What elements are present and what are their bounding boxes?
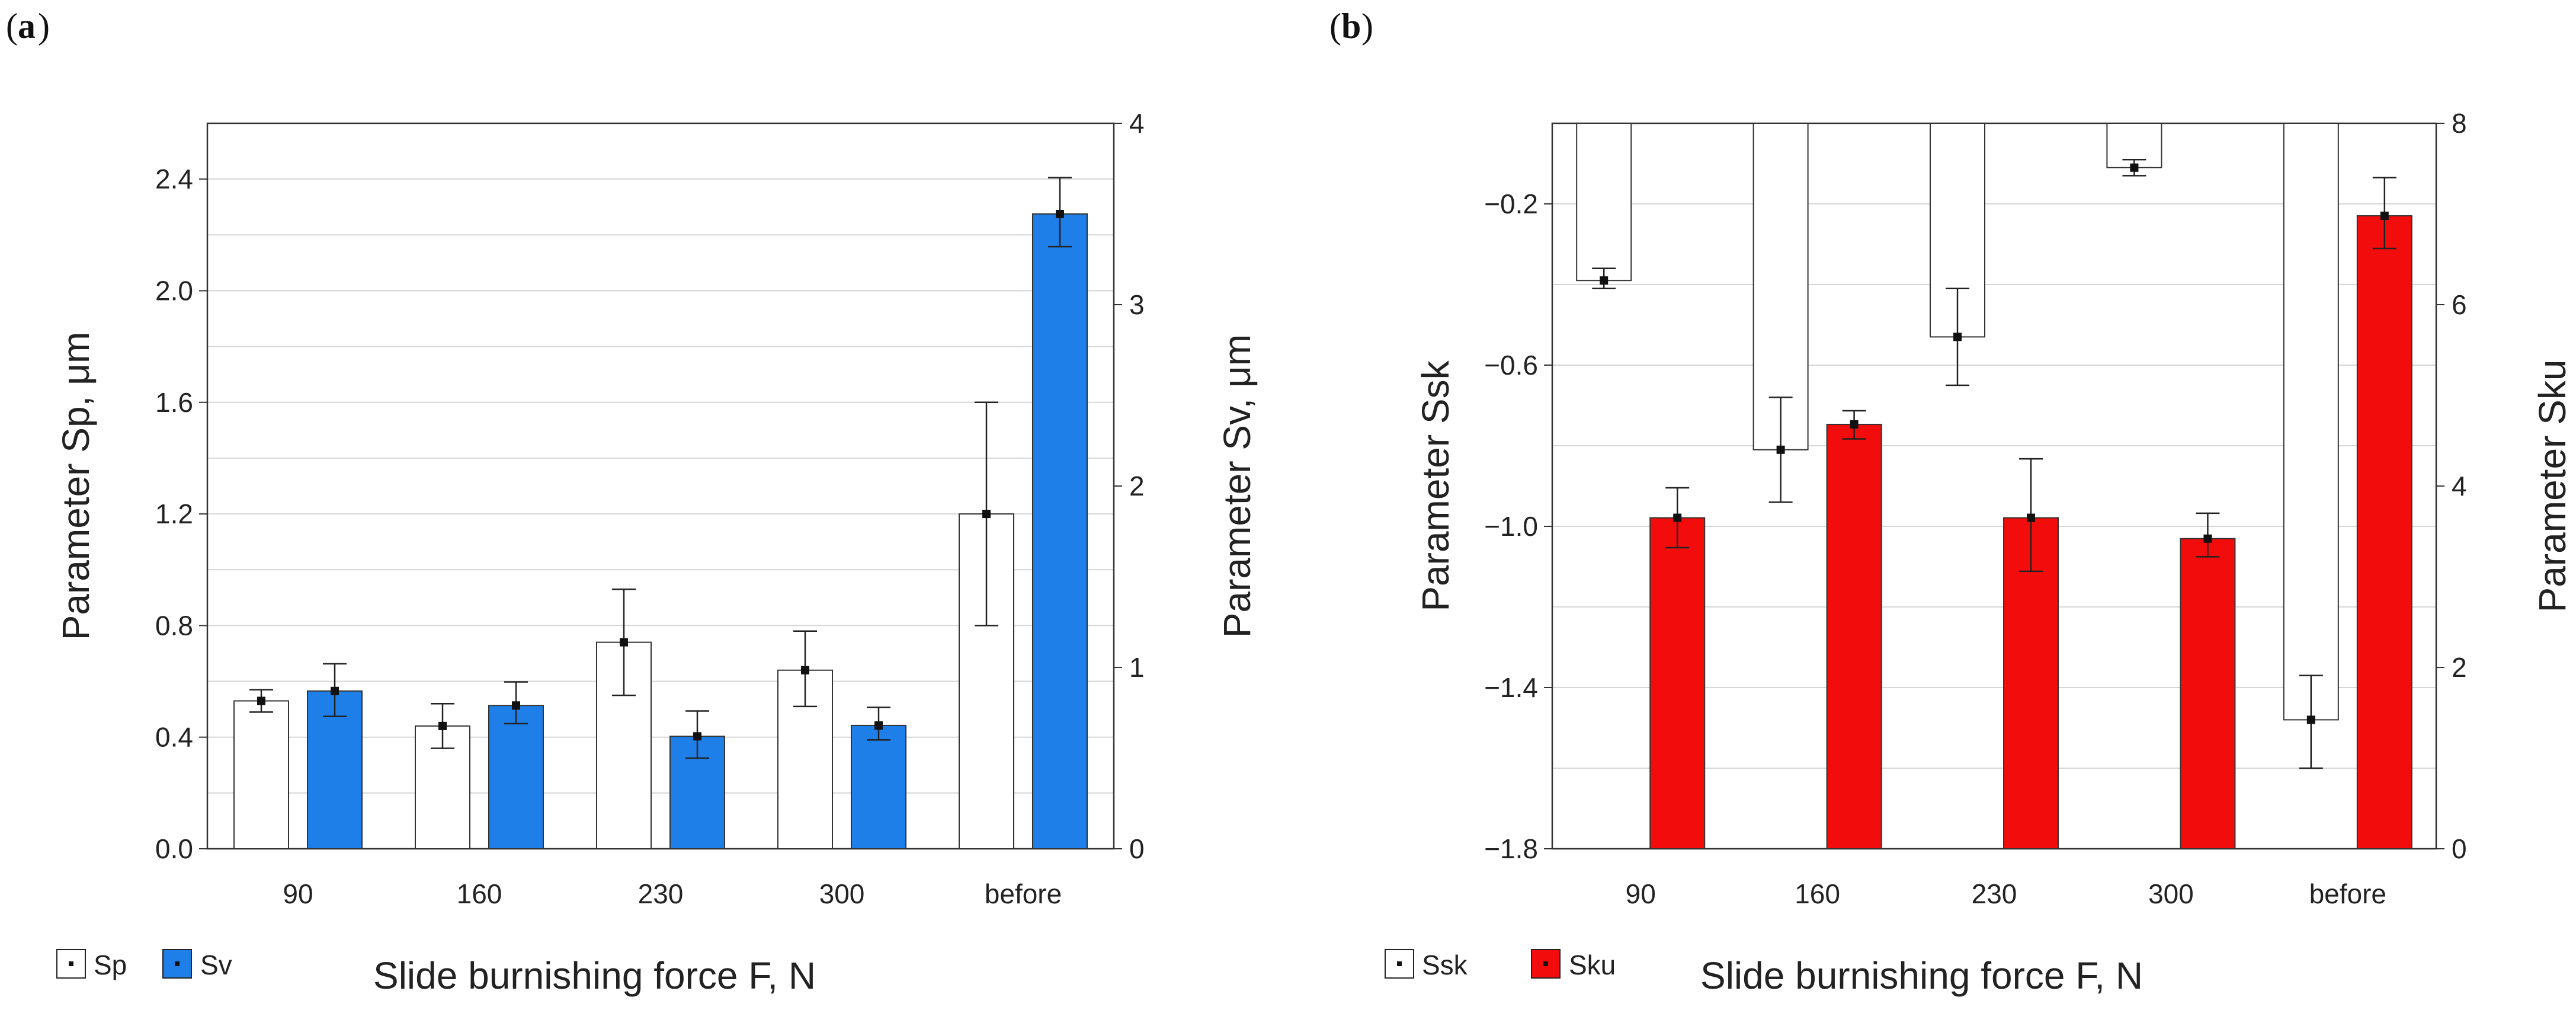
chart-a-y-left-tick-label: 1.6: [155, 387, 193, 418]
chart-a-y-left-tick-label: 2.0: [155, 275, 193, 306]
chart-b-y-left-tick-label: −0.6: [1484, 350, 1538, 381]
chart-a-mean-marker-sv: [874, 721, 883, 730]
chart-b-mean-marker-sku: [2380, 212, 2389, 220]
chart-a-y-right-tick-label: 1: [1129, 652, 1145, 683]
chart-a-x-tick-label: before: [985, 878, 1062, 909]
chart-b-bar-sku: [2003, 517, 2059, 849]
chart-a-mean-marker-sv: [1056, 210, 1064, 218]
chart-a-mean-marker-sv: [331, 686, 339, 695]
chart-a-bar-sp: [233, 700, 289, 849]
chart-a-y-right-tick-label: 4: [1129, 108, 1145, 139]
chart-a-y-right-tick-label: 0: [1129, 833, 1145, 864]
chart-a-plot: 0.0 0.4 0.8 1.2 1.6 2.0 2.4 0 1 2 3 4 90 160 230 300 bef…: [55, 108, 1258, 909]
chart-a-x-axis-title: Slide burnishing force F, N: [373, 954, 816, 997]
legend-sv-marker: [175, 961, 180, 966]
chart-b-x-tick-label: before: [2309, 878, 2386, 909]
legend-sku-label: Sku: [1569, 950, 1616, 980]
chart-b-bar-sku: [2180, 538, 2236, 849]
chart-b-y-right-tick-label: 8: [2452, 108, 2467, 139]
chart-b-bar-sku: [1649, 517, 1706, 849]
chart-b-y-left-tick-label: −1.8: [1484, 833, 1538, 864]
legend-sp-marker: [69, 961, 73, 966]
panel-b: ( b ) −1.8 −1.4 −1.0 −0.6 −0.2 0 2 4 6 8 90 160 230 3…: [1329, 7, 2574, 997]
chart-a-y-left-tick-label: 0.0: [155, 833, 193, 864]
chart-b-legend: Ssk Sku: [1385, 949, 1616, 980]
chart-a-mean-marker-sp: [257, 696, 265, 705]
panel-a-paren-open: (: [6, 7, 18, 46]
chart-b-mean-marker-sku: [1673, 513, 1682, 522]
chart-b-mean-marker-sku: [2027, 513, 2035, 522]
chart-a-bar-sv: [307, 690, 363, 850]
chart-b-mean-marker-sku: [2203, 534, 2212, 543]
legend-sv-label: Sv: [200, 950, 232, 980]
chart-b-y-right-tick-label: 0: [2452, 833, 2467, 864]
chart-a-y-left-tick-label: 1.2: [155, 498, 193, 529]
chart-b-x-axis-title: Slide burnishing force F, N: [1700, 954, 2143, 997]
chart-b-y-right-tick-label: 2: [2452, 652, 2467, 683]
chart-a-x-tick-label: 230: [638, 878, 684, 909]
chart-b-y-right-axis-title: Parameter Sku: [2531, 360, 2574, 613]
chart-b-mean-marker-ssk: [1776, 445, 1785, 454]
chart-b-bar-ssk: [1576, 123, 1632, 282]
chart-a-bar-sv: [1032, 213, 1088, 849]
chart-a-mean-marker-sp: [982, 510, 991, 519]
legend-sp-label: Sp: [94, 950, 127, 980]
chart-b-y-left-tick-label: −1.0: [1484, 511, 1538, 542]
chart-a-legend: Sp Sv: [56, 949, 232, 980]
legend-sku-marker: [1543, 961, 1548, 966]
chart-b-y-left-tick-label: −1.4: [1484, 672, 1538, 703]
legend-ssk-label: Ssk: [1422, 950, 1468, 980]
legend-ssk-marker: [1397, 961, 1402, 966]
chart-a-mean-marker-sp: [620, 638, 628, 647]
chart-a-y-left-tick-label: 0.8: [155, 610, 193, 641]
chart-a-x-tick-label: 90: [283, 878, 313, 909]
chart-b-bar-ssk: [2283, 123, 2339, 721]
chart-a-x-tick-label: 160: [457, 878, 502, 909]
chart-b-bar-ssk: [1752, 123, 1809, 450]
chart-a-bar-sv: [488, 705, 544, 850]
chart-a-y-right-tick-label: 3: [1129, 289, 1145, 320]
chart-b-x-tick-label: 160: [1795, 878, 1840, 909]
chart-a-mean-marker-sv: [512, 701, 520, 710]
chart-b-mean-marker-ssk: [2130, 163, 2139, 172]
chart-b-x-tick-label: 230: [1972, 878, 2017, 909]
chart-b-y-right-tick-label: 6: [2452, 289, 2467, 320]
chart-a-y-left-axis-title: Parameter Sp, μm: [55, 332, 97, 641]
chart-b-x-tick-label: 90: [1626, 878, 1656, 909]
panel-a-paren-close: ): [38, 7, 50, 46]
chart-a-bar-sv: [851, 724, 906, 850]
chart-b-y-left-axis-title: Parameter Ssk: [1414, 360, 1457, 611]
panel-a-label: a: [18, 7, 36, 46]
panel-b-paren-close: ): [1361, 7, 1373, 46]
chart-b-mean-marker-sku: [1850, 420, 1859, 429]
panel-b-paren-open: (: [1329, 7, 1341, 46]
panel-b-label: b: [1341, 7, 1361, 46]
chart-b-bar-sku: [1826, 423, 1882, 849]
chart-a-x-tick-label: 300: [819, 878, 865, 909]
panel-a: ( a ) 0.0 0.4 0.8 1.2 1.6 2.0 2.4 0 1 2 3 4 90 160 230…: [6, 7, 1258, 997]
chart-b-y-left-tick-label: −0.2: [1484, 188, 1538, 219]
chart-b-bar-sku: [2356, 215, 2412, 849]
chart-b-y-right-tick-label: 4: [2452, 471, 2467, 501]
chart-b-mean-marker-ssk: [2306, 715, 2315, 724]
chart-b-x-tick-label: 300: [2148, 878, 2194, 909]
chart-a-y-right-axis-title: Parameter Sv, μm: [1216, 334, 1258, 638]
chart-b-plot: −1.8 −1.4 −1.0 −0.6 −0.2 0 2 4 6 8 90 160 230 300 befo…: [1414, 108, 2574, 909]
chart-a-mean-marker-sp: [438, 721, 447, 730]
chart-a-y-right-tick-label: 2: [1129, 471, 1145, 501]
chart-a-y-left-tick-label: 2.4: [155, 164, 193, 194]
chart-a-mean-marker-sp: [801, 666, 809, 675]
chart-b-mean-marker-ssk: [1600, 276, 1609, 285]
chart-b-mean-marker-ssk: [1953, 333, 1962, 341]
chart-a-mean-marker-sv: [693, 732, 701, 741]
chart-a-y-left-tick-label: 0.4: [155, 722, 193, 753]
